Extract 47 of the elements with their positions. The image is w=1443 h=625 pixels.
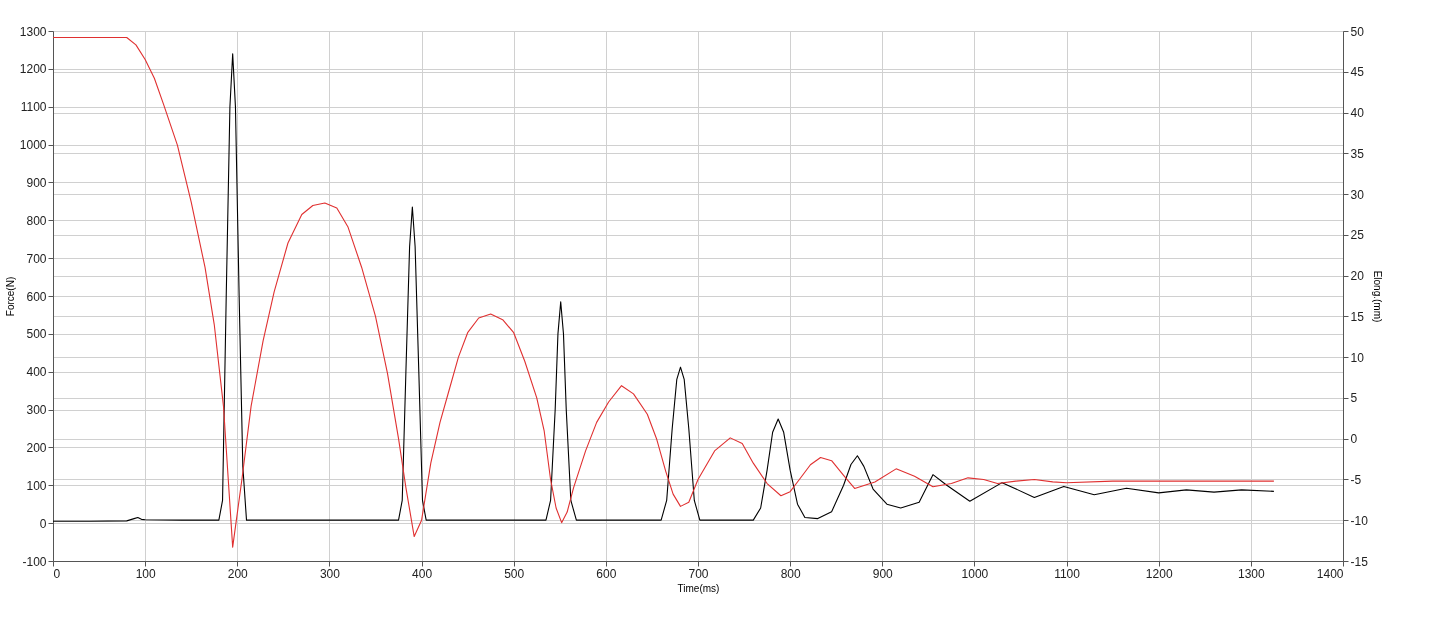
y-tick-label: 800 <box>26 213 47 228</box>
y2-axis-title: Elong.(mm) <box>1371 270 1383 323</box>
y2-tick-label: -5 <box>1350 472 1362 487</box>
y2-tick-label: 5 <box>1350 391 1358 406</box>
y2-tick-label: -10 <box>1350 513 1369 528</box>
x-tick-label: 600 <box>596 566 617 581</box>
y-tick-label: 1300 <box>19 24 47 39</box>
y-tick-label: 1200 <box>19 62 47 77</box>
y2-tick-label: 30 <box>1350 187 1365 202</box>
y-tick-label: 1000 <box>19 138 47 153</box>
x-tick-label: 400 <box>412 566 433 581</box>
x-tick-label: 300 <box>319 566 341 581</box>
y2-tick-label: -15 <box>1350 554 1369 569</box>
y2-tick-label: 25 <box>1350 228 1365 243</box>
x-tick-label: 900 <box>872 566 894 581</box>
x-tick-label: 1000 <box>961 566 989 581</box>
y-tick-label: 500 <box>26 327 47 342</box>
x-tick-label: 100 <box>135 566 156 581</box>
x-tick-label: 500 <box>504 566 525 581</box>
y-tick-label: 200 <box>26 440 47 455</box>
x-tick-label: 1400 <box>1316 566 1344 581</box>
y-tick-label: 600 <box>26 289 47 304</box>
x-tick-label: 200 <box>227 566 249 581</box>
y-tick-label: 1100 <box>20 100 47 115</box>
y-tick-label: -100 <box>22 554 47 569</box>
y-tick-label: 400 <box>26 365 47 380</box>
x-tick-label: 700 <box>688 566 709 581</box>
x-tick-label: 1100 <box>1054 566 1081 581</box>
y-tick-label: 300 <box>26 403 47 418</box>
y2-tick-label: 20 <box>1350 269 1365 284</box>
y2-tick-label: 35 <box>1350 146 1365 161</box>
y-tick-label: 0 <box>39 516 47 531</box>
y2-tick-label: 10 <box>1350 350 1365 365</box>
y-tick-label: 700 <box>26 251 47 266</box>
y-axis-title: Force(N) <box>4 276 16 317</box>
y-tick-label: 100 <box>26 478 47 493</box>
x-tick-label: 0 <box>53 566 61 581</box>
x-axis-title: Time(ms) <box>677 582 720 594</box>
x-tick-label: 800 <box>780 566 801 581</box>
y2-tick-label: 50 <box>1350 24 1365 39</box>
x-tick-label: 1300 <box>1238 566 1266 581</box>
y-tick-label: 900 <box>26 175 47 190</box>
y2-tick-label: 40 <box>1350 106 1365 121</box>
y2-tick-label: 45 <box>1350 65 1365 80</box>
y2-tick-label: 0 <box>1350 432 1358 447</box>
x-tick-label: 1200 <box>1145 566 1173 581</box>
y2-tick-label: 15 <box>1350 309 1365 324</box>
